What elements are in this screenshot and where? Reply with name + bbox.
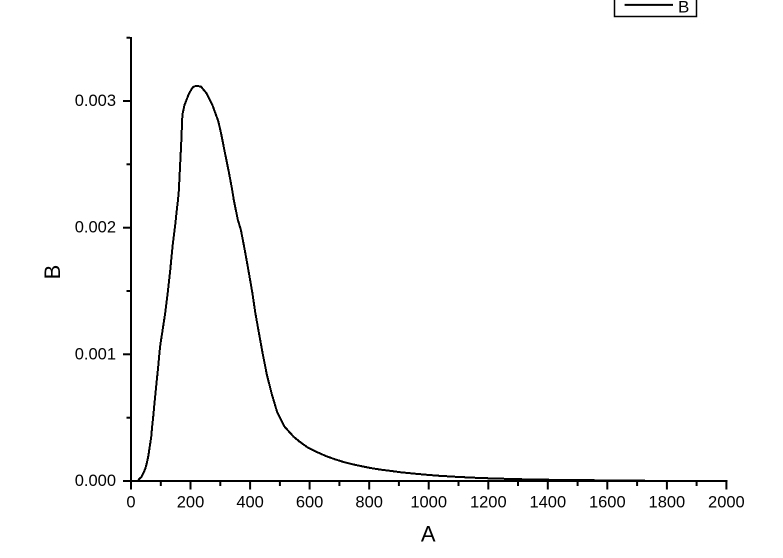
svg-text:400: 400 <box>236 494 264 512</box>
svg-text:800: 800 <box>355 494 383 512</box>
svg-text:0.002: 0.002 <box>75 219 116 237</box>
svg-text:B: B <box>40 265 65 280</box>
svg-text:1000: 1000 <box>410 494 447 512</box>
svg-text:2000: 2000 <box>708 494 745 512</box>
svg-text:1200: 1200 <box>470 494 507 512</box>
svg-text:B: B <box>678 0 689 16</box>
svg-text:600: 600 <box>296 494 324 512</box>
svg-text:0.000: 0.000 <box>75 472 116 490</box>
svg-text:200: 200 <box>177 494 205 512</box>
svg-text:0.001: 0.001 <box>75 345 116 363</box>
svg-text:1400: 1400 <box>529 494 566 512</box>
svg-text:0: 0 <box>126 494 135 512</box>
svg-text:1600: 1600 <box>589 494 626 512</box>
svg-text:1800: 1800 <box>649 494 686 512</box>
svg-text:A: A <box>421 522 436 547</box>
svg-text:0.003: 0.003 <box>75 92 116 110</box>
